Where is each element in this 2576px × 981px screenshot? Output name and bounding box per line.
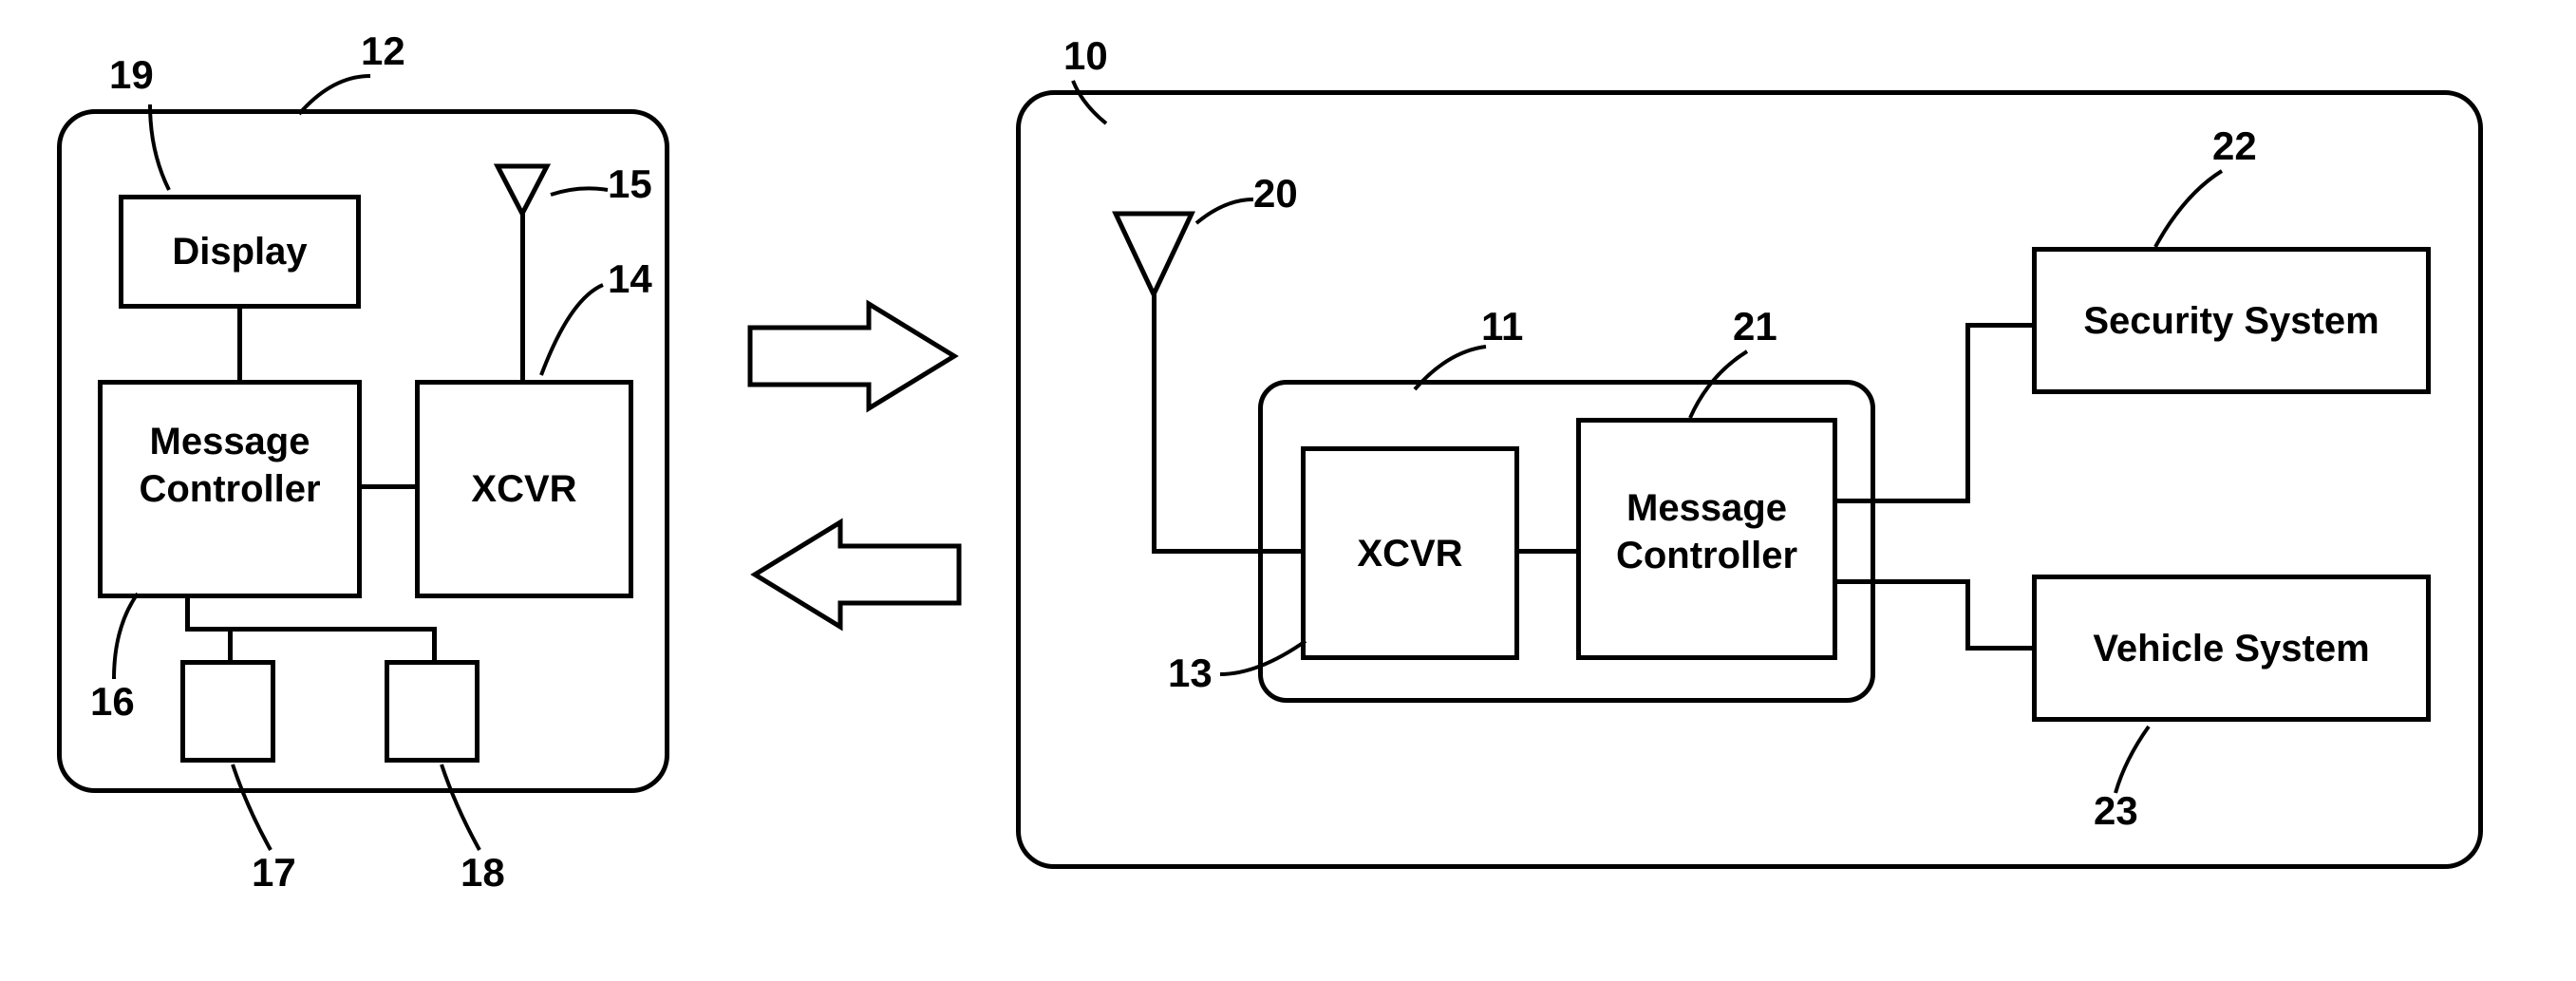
ref-14: 14 [608,256,652,302]
leader-16 [104,589,152,684]
vehicle-mc-label1: Message [1576,484,1837,532]
veh-ant-h [1152,549,1303,554]
mc-to-vs-h1 [1837,579,1970,584]
veh-xcvr-to-mc [1519,549,1578,554]
veh-ant-v [1152,294,1156,554]
display-label: Display [119,195,361,309]
mc-to-vs-h2 [1965,646,2034,651]
arrow-right [736,294,973,418]
leader-20 [1192,195,1258,233]
arrow-left [736,513,973,636]
remote-button-right [385,660,479,763]
leader-17 [223,760,280,855]
leader-18 [432,760,489,855]
leader-14 [532,280,612,385]
leader-19 [141,95,188,199]
mc-to-sec-h2 [1965,323,2034,328]
ref-22: 22 [2212,123,2257,169]
ref-16: 16 [90,679,135,725]
ref-13: 13 [1168,651,1213,696]
display-to-mc-line [237,309,242,382]
leader-10 [1063,76,1120,133]
leader-13 [1215,636,1310,684]
leader-12 [285,66,380,123]
remote-xcvr-label: XCVR [415,380,633,598]
diagram-container: Display Message Controller XCVR XCVR Mes… [0,0,2576,981]
mc-to-vs-v [1965,579,1970,651]
ref-15: 15 [608,161,652,207]
ref-19: 19 [109,52,154,98]
vehicle-mc-label2: Controller [1576,532,1837,579]
bus-to-btn-left [228,627,233,662]
remote-button-left [180,660,275,763]
leader-22 [2146,166,2231,252]
mc-to-sec-v [1965,323,1970,503]
ref-10: 10 [1063,33,1108,79]
vehicle-system-label: Vehicle System [2032,575,2431,722]
leader-15 [546,180,612,209]
ref-17: 17 [252,850,296,896]
mc-to-xcvr-remote-line [362,484,417,489]
ref-18: 18 [461,850,505,896]
remote-antenna-line [520,214,525,382]
ref-20: 20 [1253,171,1298,217]
leader-23 [2106,722,2163,798]
mc-to-sec-h1 [1837,499,1970,503]
security-system-label: Security System [2032,247,2431,394]
ref-21: 21 [1733,304,1777,349]
mc-bus-horiz [185,627,437,632]
bus-to-btn-right [432,627,437,662]
leader-21 [1681,347,1757,423]
vehicle-xcvr-label: XCVR [1301,446,1519,660]
remote-mc-label1: Message [98,418,362,465]
leader-11 [1401,342,1495,399]
remote-mc-label2: Controller [98,465,362,513]
